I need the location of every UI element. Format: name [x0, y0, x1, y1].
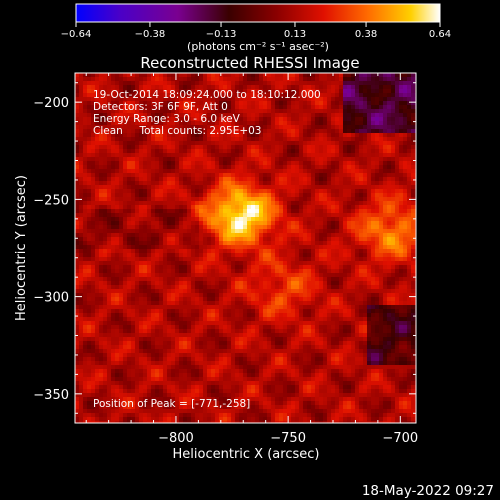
- x-axis-label: Heliocentric X (arcsec): [173, 447, 320, 462]
- colorbar-tick-label: 0.64: [429, 29, 451, 40]
- colorbar-units: (photons cm⁻² s⁻¹ asec⁻²): [187, 40, 329, 53]
- y-tick-label: −250: [33, 193, 69, 208]
- colorbar: [75, 3, 441, 23]
- annotation-detectors: Detectors: 3F 6F 9F, Att 0: [93, 101, 228, 113]
- plot-frame: [74, 72, 417, 424]
- x-axis: −800 −750 −700: [85, 73, 418, 446]
- x-tick-label: −800: [158, 431, 194, 446]
- colorbar-tick-label: −0.64: [61, 29, 92, 40]
- annotation-time-range: 19-Oct-2014 18:09:24.000 to 18:10:12.000: [93, 89, 321, 101]
- colorbar-tick-label: −0.38: [135, 29, 166, 40]
- footer-timestamp: 18-May-2022 09:27: [362, 483, 494, 499]
- x-tick-label: −700: [382, 431, 418, 446]
- annotation-energy-range: Energy Range: 3.0 - 6.0 keV: [93, 113, 241, 125]
- y-tick-label: −200: [33, 96, 69, 111]
- x-tick-label: −750: [270, 431, 306, 446]
- y-axis-label: Heliocentric Y (arcsec): [14, 175, 29, 321]
- colorbar-tick-label: −0.13: [206, 29, 237, 40]
- annotation-clean-counts: Clean Total counts: 2.95E+03: [93, 125, 262, 137]
- y-axis: −200 −250 −300 −350: [33, 82, 416, 414]
- colorbar-tick-label: 0.13: [284, 29, 306, 40]
- peak-position-label: Position of Peak = [-771,-258]: [93, 398, 250, 410]
- chart-title: Reconstructed RHESSI Image: [140, 54, 359, 72]
- colorbar-ticks: −0.64 −0.38 −0.13 0.13 0.38 0.64: [61, 22, 451, 40]
- y-tick-label: −350: [33, 388, 69, 403]
- y-tick-label: −300: [33, 291, 69, 306]
- colorbar-tick-label: 0.38: [355, 29, 377, 40]
- heatmap-image: [75, 73, 416, 423]
